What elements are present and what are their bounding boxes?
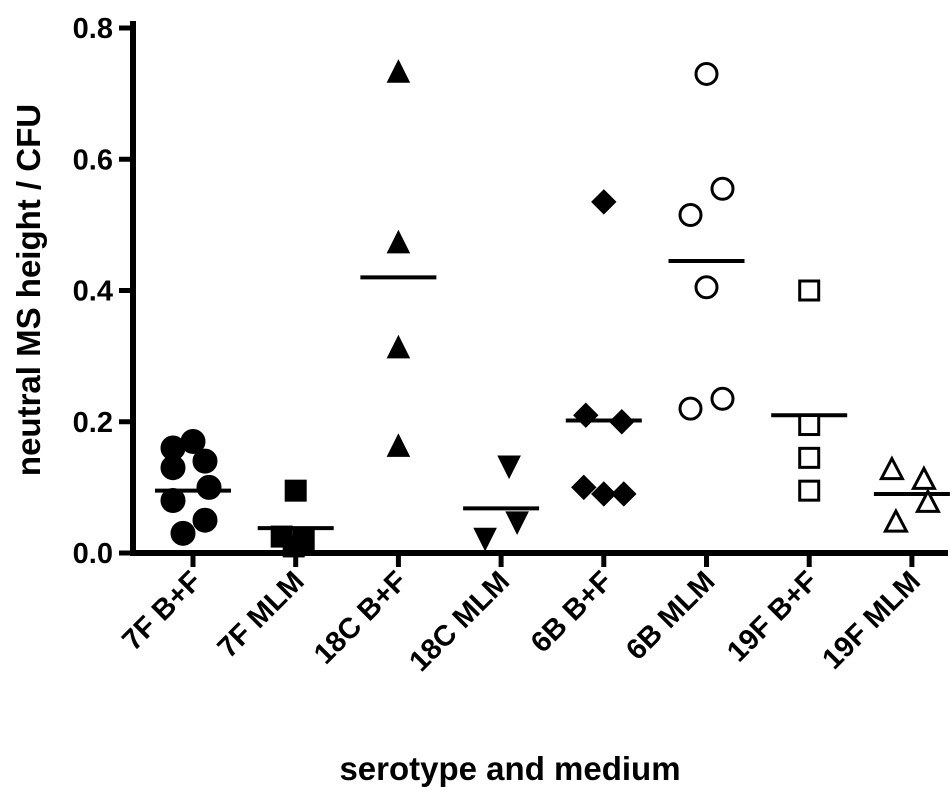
series-group xyxy=(873,455,950,533)
data-point xyxy=(571,474,597,501)
data-point xyxy=(386,229,411,254)
data-point xyxy=(160,455,186,481)
data-point xyxy=(611,481,637,507)
data-point xyxy=(160,488,186,513)
data-point xyxy=(678,396,703,421)
data-point xyxy=(170,520,196,546)
data-point xyxy=(386,59,411,83)
data-point xyxy=(694,61,719,86)
y-axis-title: neutral MS height / CFU xyxy=(10,104,47,476)
x-tick-label: 6B B+F xyxy=(525,565,619,659)
data-point xyxy=(878,455,905,481)
data-point xyxy=(609,409,635,435)
x-tick-label: 7F MLM xyxy=(212,565,311,664)
data-point xyxy=(710,176,735,201)
y-tick-label: 0.4 xyxy=(73,276,113,308)
y-tick-label: 0.0 xyxy=(73,538,113,570)
data-point xyxy=(386,334,411,359)
series-group xyxy=(771,279,848,502)
x-tick-label: 18C MLM xyxy=(403,565,516,678)
data-point xyxy=(678,203,703,228)
data-point xyxy=(798,479,821,502)
data-point xyxy=(196,474,222,500)
data-point xyxy=(591,189,617,215)
data-point xyxy=(192,507,218,533)
series-group xyxy=(463,455,540,552)
data-point xyxy=(798,279,821,302)
data-point xyxy=(192,448,218,474)
y-tick-label: 0.2 xyxy=(73,407,113,439)
data-point xyxy=(710,386,735,411)
x-tick-label: 19F B+F xyxy=(721,565,824,668)
series-group xyxy=(668,61,745,421)
x-axis-title: serotype and medium xyxy=(339,750,680,787)
data-point xyxy=(798,414,821,437)
data-point xyxy=(914,488,941,513)
x-tick-label: 6B MLM xyxy=(620,565,721,666)
data-point xyxy=(284,479,307,502)
data-point xyxy=(910,465,937,490)
series-group xyxy=(360,59,437,457)
data-point xyxy=(573,402,599,428)
series-group xyxy=(257,479,334,558)
x-tick-label: 7F B+F xyxy=(116,565,208,657)
series-group xyxy=(155,428,231,546)
data-point xyxy=(497,455,521,480)
data-point xyxy=(882,507,909,533)
data-point xyxy=(386,433,411,457)
data-point xyxy=(473,527,497,552)
data-point xyxy=(591,481,617,507)
y-tick-label: 0.8 xyxy=(73,13,113,45)
y-tick-label: 0.6 xyxy=(73,144,113,176)
data-point xyxy=(694,275,719,300)
series-group xyxy=(565,189,642,507)
data-marks xyxy=(155,59,950,558)
data-point xyxy=(282,535,305,558)
x-tick-label: 18C B+F xyxy=(308,565,413,670)
data-point xyxy=(505,511,529,535)
data-point xyxy=(798,446,821,469)
x-tick-label: 19F MLM xyxy=(816,565,926,675)
